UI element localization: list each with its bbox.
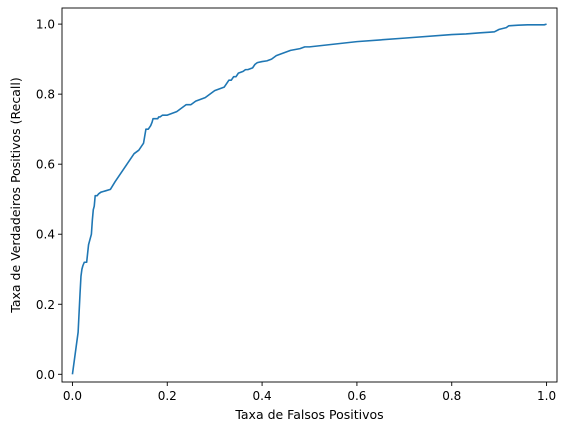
- y-tick-label: 0.4: [36, 228, 55, 242]
- y-tick-label: 0.2: [36, 298, 55, 312]
- x-tick-label: 0.4: [253, 389, 272, 403]
- y-tick-label: 0.0: [36, 368, 55, 382]
- x-tick-label: 1.0: [537, 389, 556, 403]
- roc-curve-line: [71, 23, 547, 375]
- x-tick-label: 0.2: [158, 389, 177, 403]
- plot-layer: [71, 23, 547, 375]
- axes-frame: [61, 7, 558, 383]
- y-tick-label: 0.6: [36, 158, 55, 172]
- y-tick-label: 1.0: [36, 18, 55, 32]
- x-tick-label: 0.8: [442, 389, 461, 403]
- y-axis-label: Taxa de Verdadeiros Positivos (Recall): [8, 77, 23, 313]
- x-axis-label: Taxa de Falsos Positivos: [234, 407, 383, 422]
- y-tick-label: 0.8: [36, 88, 55, 102]
- tick-layer: 0.0 0.2 0.4 0.6 0.8 1.0 0.0 0.2 0.4 0.6 0.8 1.0: [36, 18, 556, 403]
- x-tick-label: 0.6: [347, 389, 366, 403]
- x-tick-label: 0.0: [63, 389, 82, 403]
